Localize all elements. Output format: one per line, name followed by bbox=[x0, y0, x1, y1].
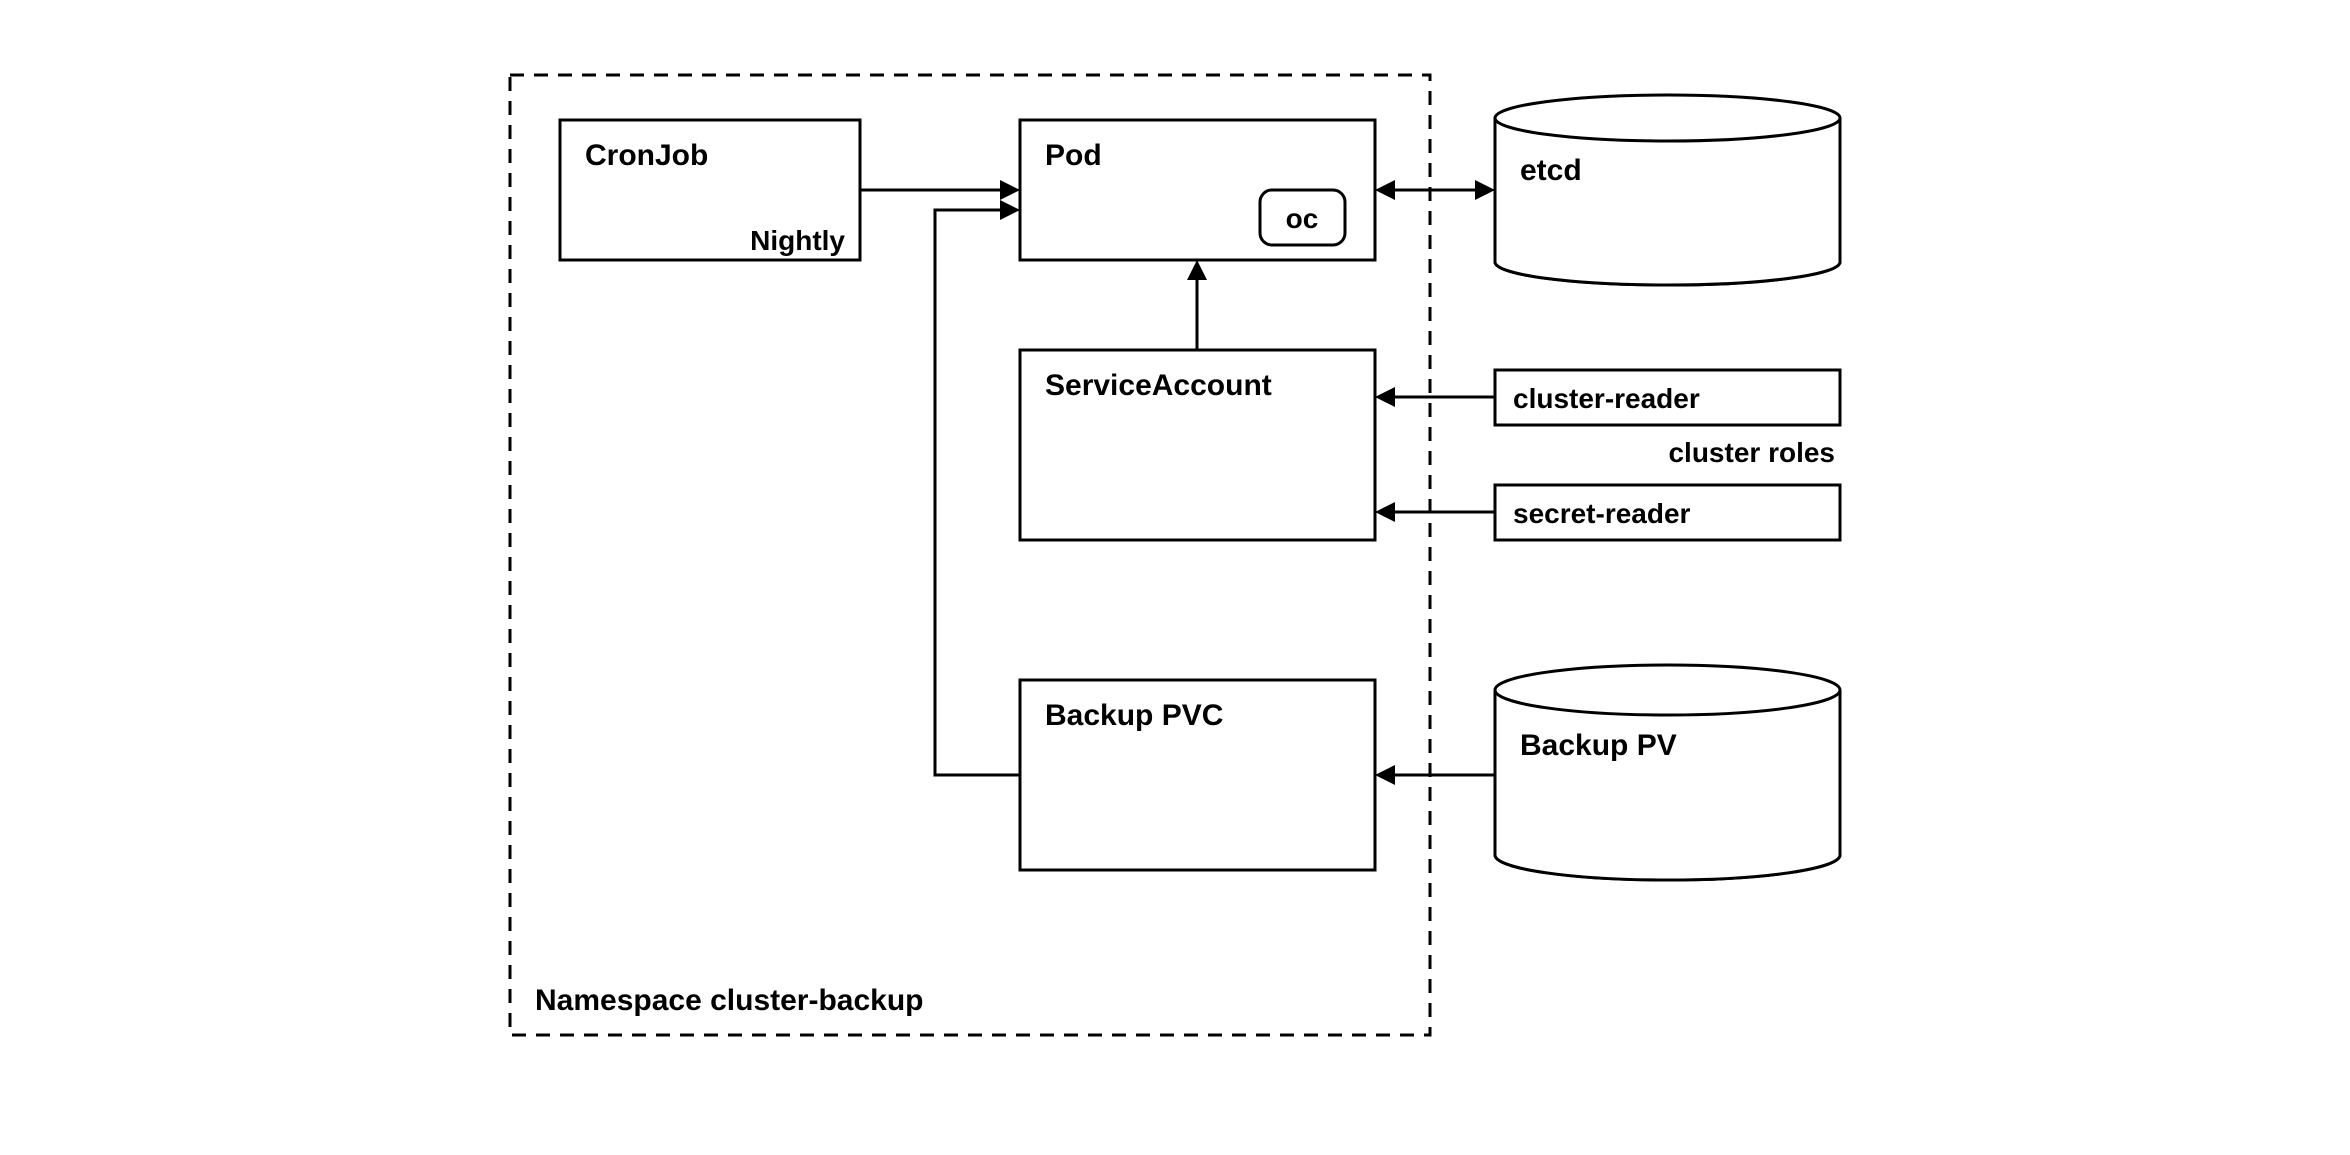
edge-svcacct-pod bbox=[1187, 260, 1207, 350]
node-cronjob-sublabel: Nightly bbox=[750, 225, 845, 256]
node-pod-inner-label: oc bbox=[1286, 203, 1319, 234]
node-serviceaccount-label: ServiceAccount bbox=[1045, 369, 1272, 402]
node-pod-label: Pod bbox=[1045, 139, 1102, 172]
namespace-label: Namespace cluster-backup bbox=[535, 984, 924, 1017]
node-secret-reader-label: secret-reader bbox=[1513, 498, 1691, 529]
edge-pv-pvc bbox=[1375, 765, 1495, 785]
edge-cronjob-pod bbox=[860, 180, 1020, 200]
edge-pvc-pod bbox=[935, 200, 1020, 775]
edge-clreader-svcacct bbox=[1375, 387, 1495, 407]
architecture-diagram: Namespace cluster-backup CronJob Nightly… bbox=[0, 0, 2350, 1155]
node-etcd-label: etcd bbox=[1520, 154, 1582, 187]
node-backup-pv bbox=[1495, 665, 1840, 880]
node-pvc-label: Backup PVC bbox=[1045, 699, 1223, 732]
node-cluster-reader-label: cluster-reader bbox=[1513, 383, 1700, 414]
cluster-roles-label: cluster roles bbox=[1668, 437, 1835, 468]
node-etcd bbox=[1495, 95, 1840, 285]
node-backup-pv-label: Backup PV bbox=[1520, 729, 1677, 762]
edge-sreader-svcacct bbox=[1375, 502, 1495, 522]
edge-pod-etcd bbox=[1375, 180, 1495, 200]
node-cronjob-label: CronJob bbox=[585, 139, 708, 172]
